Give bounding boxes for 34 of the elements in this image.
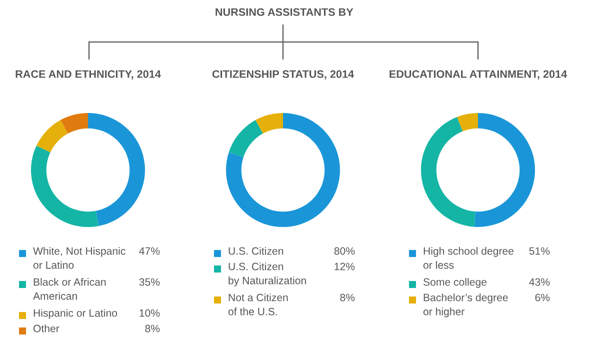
donut-slice [36, 120, 68, 152]
chart-title: EDUCATIONAL ATTAINMENT, 2014 [390, 70, 568, 80]
donut-slice [457, 113, 478, 132]
donut-slice [228, 120, 263, 158]
donut-slice [421, 117, 476, 227]
chart-title: RACE AND ETHNICITY, 2014 [16, 70, 161, 80]
legend-label: U.S. Citizen [228, 247, 284, 255]
legend-label: Hispanic or Latino [34, 309, 118, 319]
legend-label: Not a Citizen of the U.S. [228, 294, 288, 316]
legend-label: Bachelor’s degree or higher [423, 294, 508, 318]
data-label: 12% [334, 262, 355, 270]
chart-title: CITIZENSHIP STATUS, 2014 [212, 70, 354, 80]
data-label: 6% [535, 294, 550, 302]
data-label: 80% [334, 247, 355, 255]
donut-slice [474, 113, 535, 227]
legend-label: Black or African American [33, 278, 106, 300]
text: NURSING ASSISTANTS BY [216, 8, 354, 16]
data-label: 43% [529, 278, 550, 286]
data-label: 8% [340, 294, 355, 302]
donut-slice [60, 113, 88, 134]
legend-label: White, Not Hispanic or Latino [33, 247, 126, 269]
data-label: 35% [139, 278, 160, 286]
legend-label: U.S. Citizen by Naturalization [228, 262, 306, 286]
data-label: 10% [140, 309, 160, 317]
legend-label: High school degree or less [423, 247, 514, 269]
donut-slice [88, 113, 145, 226]
data-label: 51% [529, 247, 550, 255]
data-label: 8% [145, 324, 160, 332]
data-label: 47% [139, 247, 160, 255]
legend-label: Some college [423, 278, 486, 288]
donut-slice [256, 113, 283, 134]
legend-label: Other [34, 324, 60, 332]
donut-slice [226, 113, 340, 227]
donut-slice [31, 146, 99, 227]
